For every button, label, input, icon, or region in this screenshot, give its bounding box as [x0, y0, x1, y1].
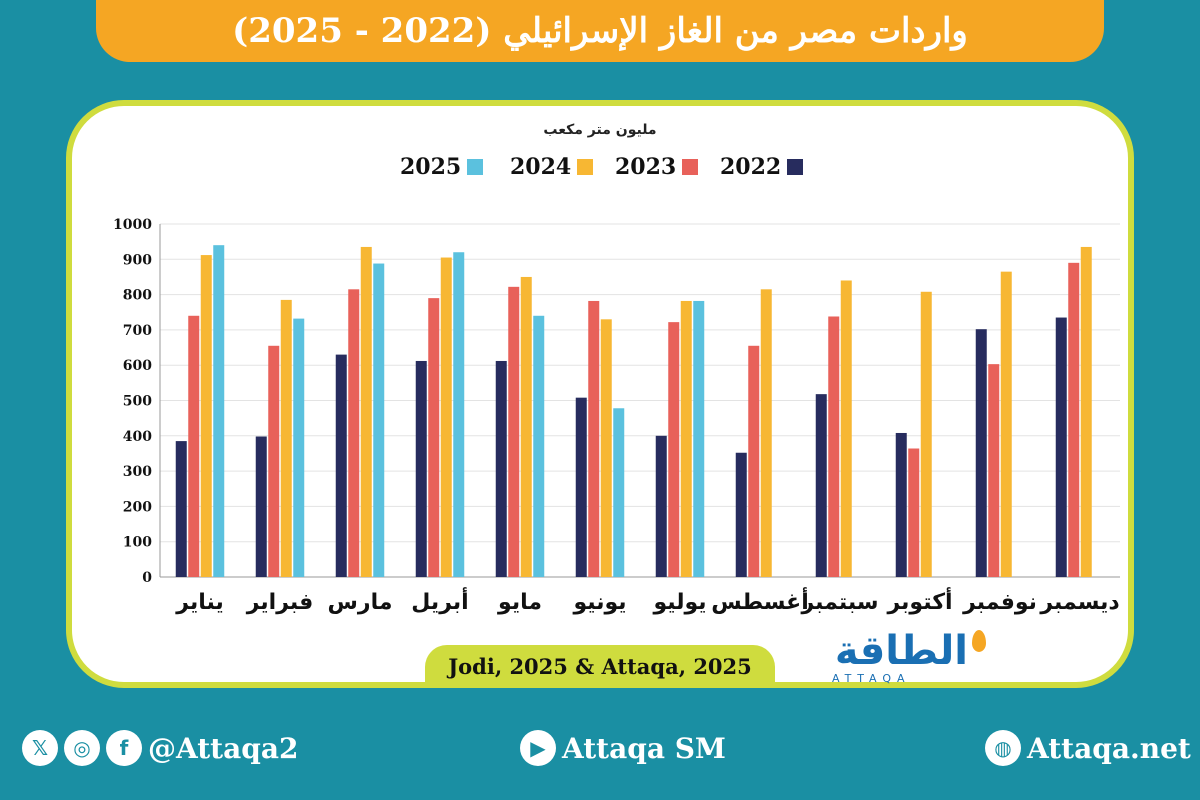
bar-2023-8	[748, 345, 760, 577]
bar-2022-4	[415, 360, 427, 577]
y-tick-label: 900	[123, 252, 152, 268]
bar-2022-8	[735, 452, 747, 577]
logo-english-text: ATTAQA	[832, 672, 911, 685]
y-axis-unit-label: مليون متر مكعب	[543, 122, 657, 138]
x-tick-label: مارس	[328, 590, 393, 615]
source-label: Jodi, 2025 & Attaqa, 2025	[425, 645, 775, 687]
youtube-handle[interactable]: Attaqa SM	[562, 731, 726, 765]
bar-2022-11	[975, 329, 987, 577]
footer-social: 𝕏 ◎ f @Attaqa2	[22, 730, 298, 766]
social-handle[interactable]: @Attaqa2	[148, 731, 299, 765]
x-tick-label: يوليو	[652, 590, 706, 615]
y-tick-label: 300	[123, 464, 152, 480]
bar-2023-9	[828, 316, 840, 577]
y-tick-label: 1000	[113, 217, 152, 233]
chart-card	[66, 100, 1134, 688]
footer-youtube: ▶ Attaqa SM	[520, 730, 726, 766]
x-icon[interactable]: 𝕏	[22, 730, 58, 766]
legend-swatch-2023	[682, 159, 699, 175]
y-tick-label: 100	[123, 535, 152, 551]
bar-2022-9	[815, 394, 827, 577]
legend-label-2025: 2025	[400, 154, 462, 180]
y-tick-label: 500	[123, 394, 152, 410]
attaqa-logo: الطاقة ATTAQA	[826, 628, 986, 686]
bar-2025-4	[453, 252, 465, 578]
x-tick-label: نوفمبر	[962, 590, 1037, 615]
legend-item-2024: 2024	[510, 154, 594, 180]
bar-2024-10	[920, 291, 932, 577]
bar-2023-11	[988, 364, 1000, 577]
bar-2024-9	[840, 280, 852, 577]
x-tick-label: فبراير	[246, 590, 314, 615]
legend-label-2023: 2023	[615, 154, 677, 180]
bar-2022-1	[175, 441, 187, 577]
bar-2023-1	[188, 315, 200, 577]
bar-2024-3	[360, 246, 372, 577]
logo-drop-icon	[972, 630, 986, 652]
legend-item-2022: 2022	[720, 154, 804, 180]
bar-2022-2	[255, 436, 267, 577]
bar-2023-12	[1068, 262, 1080, 577]
bar-2024-8	[760, 289, 772, 577]
bar-2023-3	[348, 289, 360, 577]
y-tick-label: 200	[123, 499, 152, 515]
legend-item-2025: 2025	[400, 154, 484, 180]
x-tick-label: يناير	[175, 590, 223, 615]
instagram-icon[interactable]: ◎	[64, 730, 100, 766]
bar-2023-7	[668, 322, 680, 577]
legend-swatch-2024	[577, 159, 594, 175]
bar-2023-4	[428, 298, 440, 577]
bar-2024-1	[200, 255, 212, 577]
legend: 2025 2024 2023 2022	[400, 154, 804, 184]
logo-arabic-text: الطاقة	[834, 628, 968, 674]
bar-2025-5	[533, 315, 545, 577]
y-tick-label: 600	[123, 358, 152, 374]
legend-swatch-2022	[787, 159, 804, 175]
x-tick-label: ديسمبر	[1039, 590, 1119, 615]
bar-2025-2	[293, 318, 305, 577]
bar-2022-10	[895, 432, 907, 577]
bar-2024-6	[600, 319, 612, 577]
facebook-icon[interactable]: f	[106, 730, 142, 766]
bar-2024-2	[280, 299, 292, 577]
bar-2024-5	[520, 276, 532, 577]
x-tick-label: أكتوبر	[886, 586, 952, 615]
x-tick-label: يونيو	[572, 590, 626, 615]
website-link[interactable]: Attaqa.net	[1027, 731, 1191, 765]
bar-2023-5	[508, 286, 520, 577]
y-tick-label: 800	[123, 288, 152, 304]
bar-2022-5	[495, 360, 507, 577]
x-tick-label: أغسطس	[711, 586, 809, 615]
y-tick-label: 400	[123, 429, 152, 445]
x-tick-label: سبتمبر	[800, 590, 878, 615]
y-tick-label: 700	[123, 323, 152, 339]
youtube-icon[interactable]: ▶	[520, 730, 556, 766]
x-tick-label: مايو	[497, 590, 542, 615]
bar-2022-3	[335, 354, 347, 577]
legend-swatch-2025	[467, 159, 484, 175]
bar-2025-3	[373, 263, 385, 577]
bar-2023-6	[588, 300, 600, 577]
bar-2025-6	[613, 408, 625, 577]
globe-icon[interactable]: ◍	[985, 730, 1021, 766]
legend-label-2024: 2024	[510, 154, 572, 180]
bar-2024-11	[1000, 271, 1012, 577]
bar-2023-10	[908, 448, 920, 577]
bar-2023-2	[268, 345, 280, 577]
bar-2025-7	[693, 300, 705, 577]
legend-item-2023: 2023	[615, 154, 699, 180]
bar-2024-12	[1080, 246, 1092, 577]
bar-2022-6	[575, 397, 587, 577]
bar-2022-12	[1055, 317, 1067, 577]
footer-website: ◍ Attaqa.net	[985, 730, 1191, 766]
bar-2024-4	[440, 257, 452, 577]
x-tick-label: أبريل	[411, 586, 468, 615]
chart-title: واردات مصر من الغاز الإسرائيلي (2022 - 2…	[96, 0, 1104, 62]
bar-2025-1	[213, 245, 225, 577]
y-tick-label: 0	[142, 570, 152, 586]
legend-label-2022: 2022	[720, 154, 782, 180]
bar-2024-7	[680, 300, 692, 577]
bar-2022-7	[655, 435, 667, 577]
